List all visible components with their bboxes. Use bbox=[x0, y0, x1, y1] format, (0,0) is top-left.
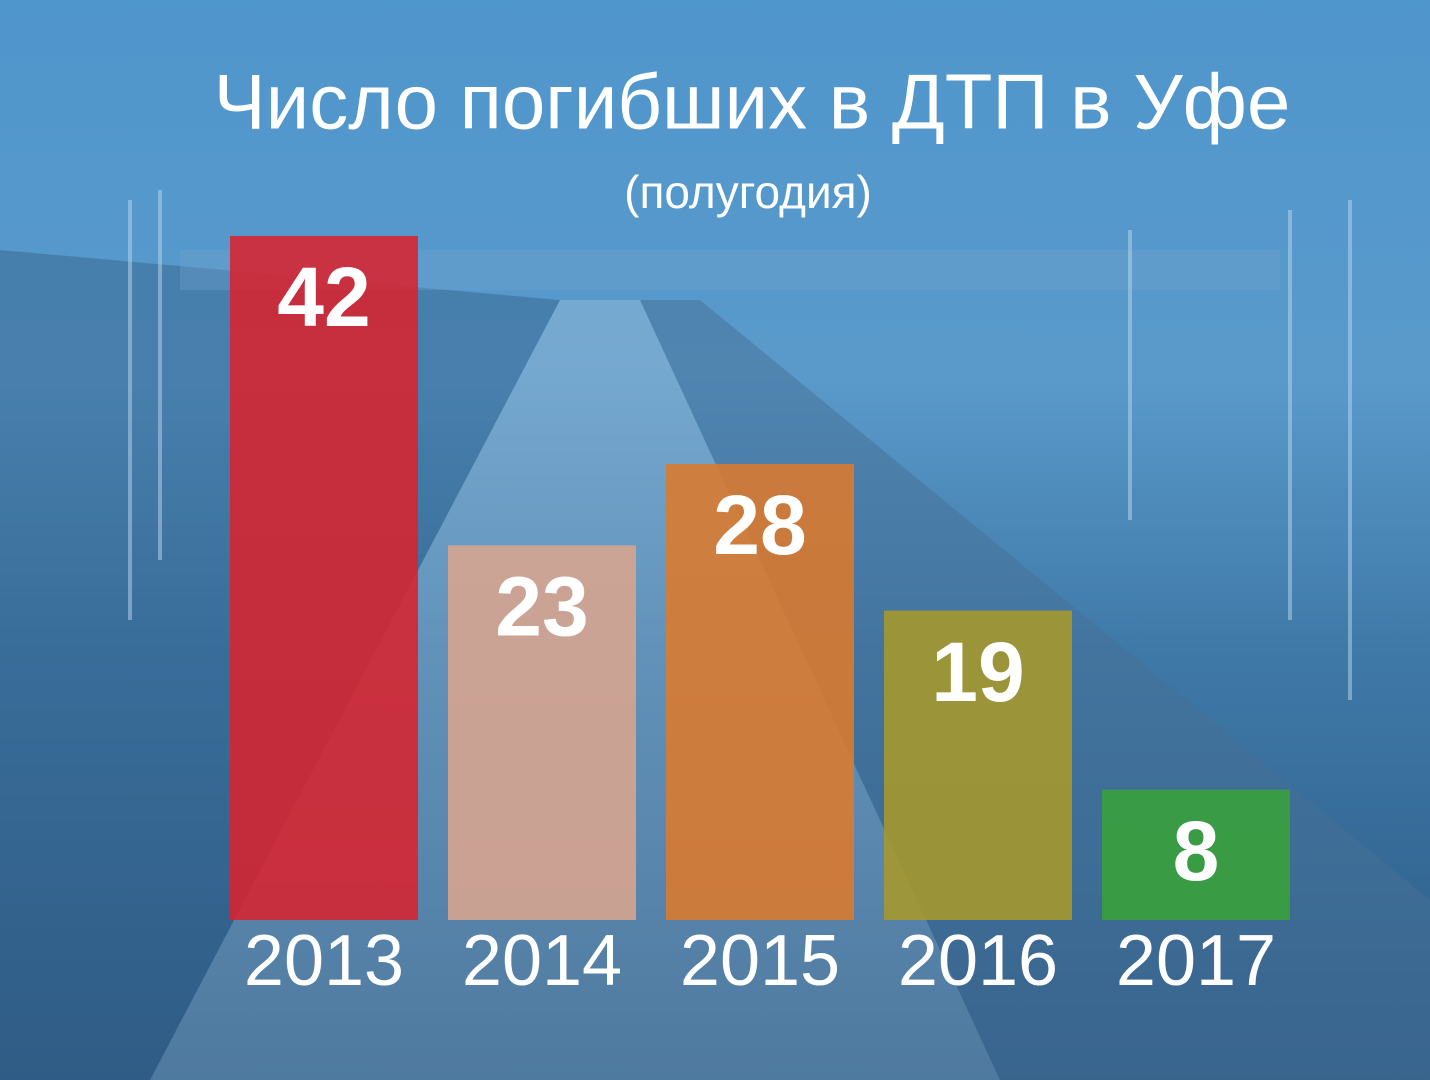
lamp-posts bbox=[128, 190, 1352, 700]
data-label: 8 bbox=[1173, 804, 1220, 898]
chart-title: Число погибших в ДТП в Уфе bbox=[214, 58, 1291, 146]
bar bbox=[230, 236, 418, 920]
x-tick-label: 2014 bbox=[462, 921, 622, 1001]
x-tick-label: 2015 bbox=[680, 921, 840, 1001]
x-tick-label: 2013 bbox=[244, 921, 404, 1001]
data-label: 23 bbox=[495, 560, 588, 654]
chart-subtitle: (полугодия) bbox=[624, 166, 872, 218]
data-label: 28 bbox=[713, 478, 806, 572]
bar bbox=[666, 464, 854, 920]
x-tick-label: 2017 bbox=[1116, 921, 1276, 1001]
bar bbox=[1102, 789, 1290, 920]
bar bbox=[884, 610, 1072, 920]
data-label: 42 bbox=[277, 250, 370, 344]
x-tick-label: 2016 bbox=[898, 921, 1058, 1001]
bar bbox=[448, 545, 636, 920]
data-label: 19 bbox=[931, 625, 1024, 719]
